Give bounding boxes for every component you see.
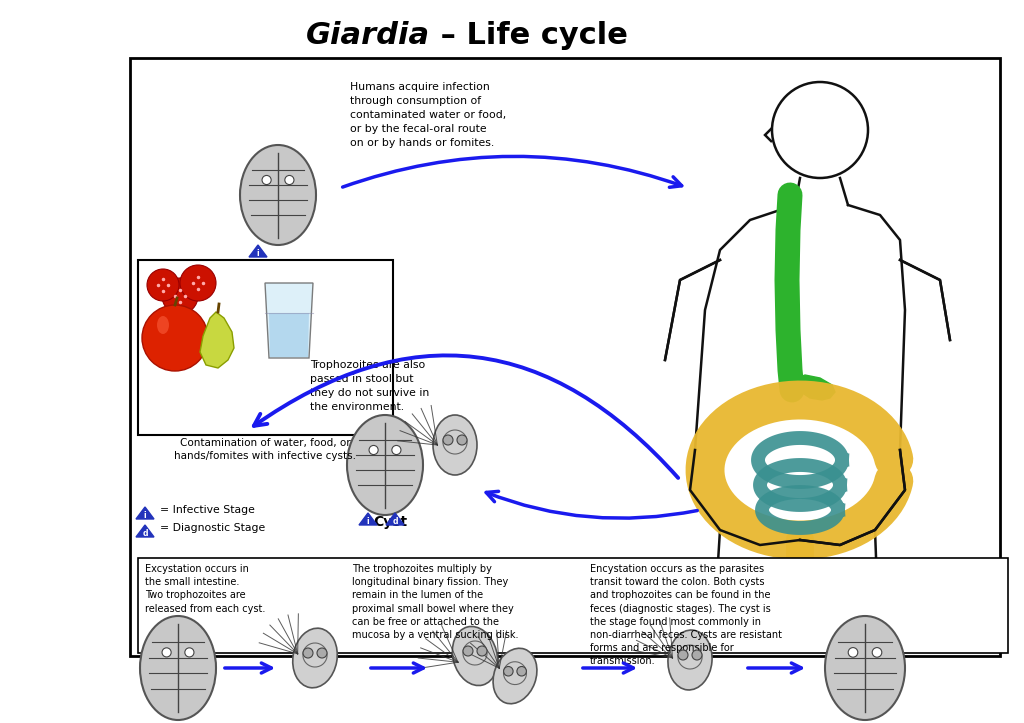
Circle shape	[142, 305, 208, 371]
Circle shape	[848, 648, 858, 657]
Text: = Diagnostic Stage: = Diagnostic Stage	[160, 523, 265, 533]
Circle shape	[477, 646, 487, 656]
Text: Encystation occurs as the parasites
transit toward the colon. Both cysts
and tro: Encystation occurs as the parasites tran…	[590, 564, 782, 667]
Ellipse shape	[668, 630, 712, 690]
FancyArrowPatch shape	[748, 663, 802, 673]
Ellipse shape	[240, 145, 316, 245]
Polygon shape	[265, 283, 313, 358]
Polygon shape	[249, 245, 267, 257]
Circle shape	[162, 278, 198, 314]
Polygon shape	[792, 375, 835, 400]
Ellipse shape	[140, 616, 216, 720]
Circle shape	[262, 176, 271, 184]
Circle shape	[443, 435, 453, 445]
Circle shape	[504, 667, 513, 676]
FancyArrowPatch shape	[371, 663, 423, 673]
Text: i: i	[143, 510, 146, 520]
Circle shape	[872, 648, 882, 657]
FancyArrowPatch shape	[343, 156, 682, 187]
Circle shape	[392, 445, 401, 455]
Polygon shape	[386, 513, 404, 525]
Circle shape	[317, 648, 327, 658]
Ellipse shape	[157, 316, 169, 334]
Text: Giardia: Giardia	[306, 22, 430, 51]
Circle shape	[162, 648, 171, 657]
Circle shape	[517, 667, 526, 676]
Bar	[130, 58, 1000, 656]
Text: d: d	[142, 529, 147, 537]
Circle shape	[692, 650, 702, 660]
Polygon shape	[136, 525, 154, 537]
Bar	[138, 260, 393, 435]
Circle shape	[147, 269, 179, 301]
Circle shape	[185, 648, 194, 657]
Ellipse shape	[433, 415, 477, 475]
Circle shape	[457, 435, 467, 445]
Circle shape	[303, 648, 313, 658]
Circle shape	[180, 265, 216, 301]
Circle shape	[285, 176, 294, 184]
FancyArrowPatch shape	[583, 663, 633, 673]
Text: i: i	[367, 516, 370, 526]
Text: The trophozoites multiply by
longitudinal binary fission. They
remain in the lum: The trophozoites multiply by longitudina…	[352, 564, 518, 640]
Polygon shape	[269, 313, 309, 357]
Text: – Life cycle: – Life cycle	[430, 22, 628, 51]
Ellipse shape	[293, 628, 337, 688]
FancyArrowPatch shape	[486, 492, 697, 518]
Circle shape	[678, 650, 688, 660]
Ellipse shape	[494, 649, 537, 703]
Text: = Infective Stage: = Infective Stage	[160, 505, 255, 515]
Ellipse shape	[347, 415, 423, 515]
Polygon shape	[200, 312, 234, 368]
Ellipse shape	[453, 626, 498, 685]
Text: Contamination of water, food, or
hands/fomites with infective cysts.: Contamination of water, food, or hands/f…	[174, 438, 356, 461]
FancyArrowPatch shape	[225, 663, 271, 673]
Text: d: d	[392, 516, 397, 526]
Text: Humans acquire infection
through consumption of
contaminated water or food,
or b: Humans acquire infection through consump…	[350, 82, 506, 148]
Polygon shape	[359, 513, 377, 525]
Polygon shape	[136, 507, 154, 519]
Ellipse shape	[825, 616, 905, 720]
Text: Excystation occurs in
the small intestine.
Two trophozoites are
released from ea: Excystation occurs in the small intestin…	[145, 564, 265, 614]
Text: i: i	[257, 249, 259, 257]
Circle shape	[463, 646, 473, 656]
Bar	[138, 558, 1008, 653]
Text: Trophozoites are also
passed in stool but
they do not survive in
the environment: Trophozoites are also passed in stool bu…	[310, 360, 429, 412]
Text: Cyst: Cyst	[373, 515, 408, 529]
Circle shape	[369, 445, 378, 455]
FancyArrowPatch shape	[254, 356, 678, 478]
